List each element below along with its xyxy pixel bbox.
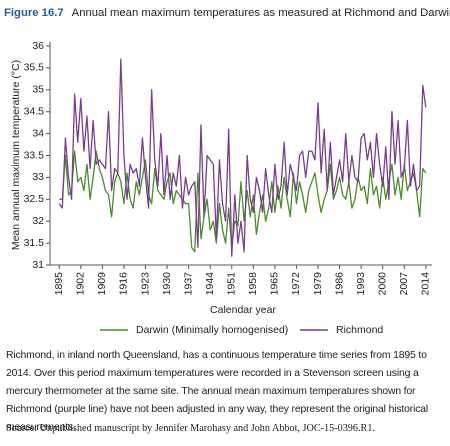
source: Source: Unpublished manuscript by Jennif… [6, 423, 375, 434]
x-tick-label: 2007 [398, 272, 410, 296]
x-tick-label: 1993 [355, 272, 367, 296]
x-tick-label: 1895 [53, 272, 65, 296]
x-tick-label: 1979 [312, 272, 324, 296]
y-tick-label: 35 [32, 84, 44, 96]
x-tick-label: 2014 [420, 272, 432, 296]
x-tick-label: 1916 [118, 272, 130, 296]
x-tick-label: 1958 [247, 272, 259, 296]
y-tick-label: 34 [32, 127, 44, 139]
y-tick-label: 31 [32, 259, 44, 271]
chart: Figure 16.7 Annual mean maximum temperatu… [4, 7, 450, 336]
legend-label: Richmond [336, 324, 383, 336]
x-tick-label: 1909 [96, 272, 108, 296]
x-tick-label: 1986 [333, 272, 345, 296]
y-tick-label: 32.5 [24, 193, 45, 205]
series-line [58, 58, 427, 257]
x-tick-label: 1902 [75, 272, 87, 296]
x-tick-label: 1937 [182, 272, 194, 296]
x-tick-label: 1923 [139, 272, 151, 296]
y-tick-label: 35.5 [24, 62, 45, 74]
chart-title-group: Figure 16.7 Annual mean maximum temperatu… [4, 7, 450, 19]
x-tick-label: 1951 [226, 272, 238, 296]
y-tick-label: 31.5 [24, 237, 45, 249]
x-axis-label: Calendar year [210, 304, 276, 316]
y-tick-label: 32 [32, 215, 44, 227]
x-tick-label: 1972 [290, 272, 302, 296]
y-tick-label: 34.5 [24, 105, 45, 117]
figure-label: Figure 16.7 [4, 7, 64, 19]
y-tick-label: 33 [32, 171, 44, 183]
x-tick-label: 1944 [204, 272, 216, 296]
y-axis-label: Mean annual maximum temperature (°C) [10, 60, 22, 250]
caption: Richmond, in inland north Queensland, ha… [6, 350, 429, 433]
x-tick-label: 1930 [161, 272, 173, 296]
legend-label: Darwin (Minimally homogenised) [136, 324, 288, 336]
y-tick-label: 36 [32, 40, 44, 52]
series-line [59, 150, 427, 253]
chart-title: Annual mean maximum temperatures as meas… [72, 7, 450, 19]
y-tick-label: 33.5 [24, 149, 45, 161]
x-tick-label: 1965 [269, 272, 281, 296]
x-tick-label: 2000 [376, 272, 388, 296]
